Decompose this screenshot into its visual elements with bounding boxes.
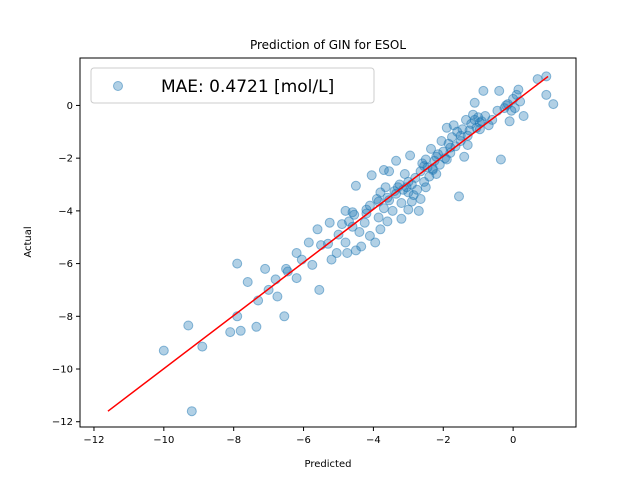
legend-entry-label: MAE: 0.4721 [mol/L] xyxy=(161,77,334,97)
data-point xyxy=(413,205,424,216)
data-point xyxy=(272,291,283,302)
y-tick-label: −2 xyxy=(58,154,73,165)
data-point xyxy=(251,321,262,332)
data-point xyxy=(373,212,384,223)
data-point xyxy=(303,237,314,248)
data-point xyxy=(279,311,290,322)
plot-frame xyxy=(79,57,577,428)
data-point xyxy=(382,216,393,227)
data-point xyxy=(454,191,464,202)
chart-title: Prediction of GIN for ESOL xyxy=(250,38,406,52)
data-point xyxy=(366,170,377,181)
fit-line xyxy=(107,75,549,412)
data-point xyxy=(405,150,416,161)
data-point xyxy=(380,182,391,193)
data-point xyxy=(387,205,398,216)
x-tick-label: −4 xyxy=(366,435,381,446)
data-point xyxy=(197,341,208,352)
data-point xyxy=(396,198,407,208)
data-point xyxy=(314,284,325,295)
data-point xyxy=(548,99,559,110)
x-tick-label: 0 xyxy=(510,435,516,446)
data-point xyxy=(242,277,253,287)
data-point xyxy=(307,259,318,270)
x-tick-label: −10 xyxy=(153,435,174,446)
legend-marker xyxy=(113,81,123,91)
legend-box xyxy=(90,67,375,104)
data-point xyxy=(509,103,520,114)
data-point xyxy=(296,254,307,265)
x-tick-label: −2 xyxy=(436,435,451,446)
data-point xyxy=(420,182,431,193)
y-axis-ticks: −12 −10 −8 −6 −4 −2 0 xyxy=(52,101,80,428)
data-point xyxy=(396,213,407,224)
data-point xyxy=(326,254,337,265)
data-point xyxy=(235,325,246,336)
x-tick-label: −6 xyxy=(296,435,311,446)
data-point xyxy=(370,237,381,248)
data-point xyxy=(225,327,236,338)
data-point xyxy=(183,320,194,331)
data-point xyxy=(541,89,552,100)
data-point xyxy=(270,274,281,285)
y-tick-label: −12 xyxy=(52,417,73,428)
data-point xyxy=(495,154,506,165)
data-point xyxy=(350,180,361,191)
fit-line-layer xyxy=(107,75,549,412)
data-point xyxy=(350,245,361,256)
data-point xyxy=(291,248,302,258)
data-point xyxy=(455,130,466,141)
y-tick-label: −6 xyxy=(58,259,73,270)
data-point xyxy=(158,345,169,356)
data-point xyxy=(375,224,386,235)
x-axis-ticks: −12 −10 −8 −6 −4 −2 0 xyxy=(83,427,516,446)
legend: MAE: 0.4721 [mol/L] xyxy=(90,67,375,104)
data-point xyxy=(391,155,402,166)
data-point xyxy=(478,85,489,96)
y-tick-label: −4 xyxy=(58,206,73,217)
x-tick-label: −12 xyxy=(83,435,104,446)
x-axis-label: Predicted xyxy=(305,459,352,470)
data-point xyxy=(364,230,375,241)
y-tick-label: −8 xyxy=(58,312,73,323)
data-point xyxy=(518,111,529,121)
data-point xyxy=(513,84,524,95)
data-point xyxy=(186,406,197,417)
data-point xyxy=(504,116,515,127)
data-point xyxy=(459,151,470,162)
data-point xyxy=(291,273,302,284)
data-point xyxy=(359,217,370,228)
x-tick-label: −8 xyxy=(226,435,241,446)
data-point xyxy=(344,216,354,227)
data-point xyxy=(260,263,271,274)
data-point xyxy=(403,187,414,198)
data-point xyxy=(384,166,395,177)
data-point xyxy=(427,165,438,175)
data-point xyxy=(340,237,351,248)
data-point xyxy=(469,97,480,108)
data-point xyxy=(331,248,342,258)
data-point xyxy=(312,224,323,235)
data-point xyxy=(347,221,358,232)
data-point xyxy=(324,217,335,228)
data-point xyxy=(462,140,473,150)
data-point xyxy=(415,194,426,204)
y-tick-label: −10 xyxy=(52,365,73,376)
y-tick-label: 0 xyxy=(67,101,73,112)
data-point xyxy=(356,241,367,252)
data-point xyxy=(342,248,353,258)
data-point xyxy=(441,154,452,165)
data-point xyxy=(426,143,436,154)
data-point xyxy=(349,209,360,220)
data-point xyxy=(232,258,243,269)
y-axis-label: Actual xyxy=(23,226,34,257)
data-point xyxy=(494,85,505,96)
data-point xyxy=(375,187,386,198)
data-point xyxy=(354,227,365,237)
